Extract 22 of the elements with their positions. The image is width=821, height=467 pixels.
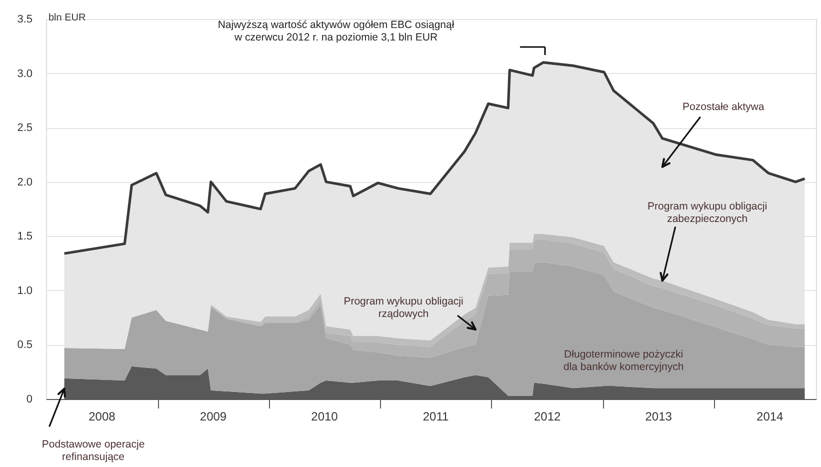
y-axis-title: bln EUR (48, 12, 86, 24)
text: Podstawowe operacje refinansujące (42, 438, 145, 464)
x-tick-label: 2009 (200, 410, 227, 424)
y-tick-label: 1.5 (17, 230, 32, 243)
x-tick-label: 2011 (422, 410, 449, 424)
x-tick-label: 2008 (88, 410, 116, 424)
y-tick-label: 0 (26, 394, 32, 406)
annotation: Najwyższą wartość aktywów ogółem EBC osiągnął w czerwcu 2012 r. na poziomie 3,1 bln EUR (218, 19, 455, 44)
y-tick-label: 2.5 (17, 122, 32, 134)
y-tick-label: 3.0 (17, 68, 32, 80)
x-tick-label: 2012 (534, 410, 562, 424)
y-tick-label: 2.0 (17, 176, 32, 188)
text: Program wykupu obligacji zabezpieczonych (648, 200, 768, 226)
series-label: Program wykupu obligacji rządowych (344, 296, 464, 320)
y-tick-label: 0.5 (17, 339, 32, 352)
x-tick-label: 2010 (311, 410, 338, 424)
series-label: Długoterminowe pożyczki dla banków komercyjnych (563, 348, 684, 374)
x-tick-label: 2013 (645, 410, 672, 424)
y-tick-label: 1.0 (17, 284, 32, 297)
y-tick-label: 3.5 (17, 14, 32, 26)
x-tick-label: 2014 (756, 410, 784, 424)
text: Pozostałe aktywa (682, 100, 764, 113)
